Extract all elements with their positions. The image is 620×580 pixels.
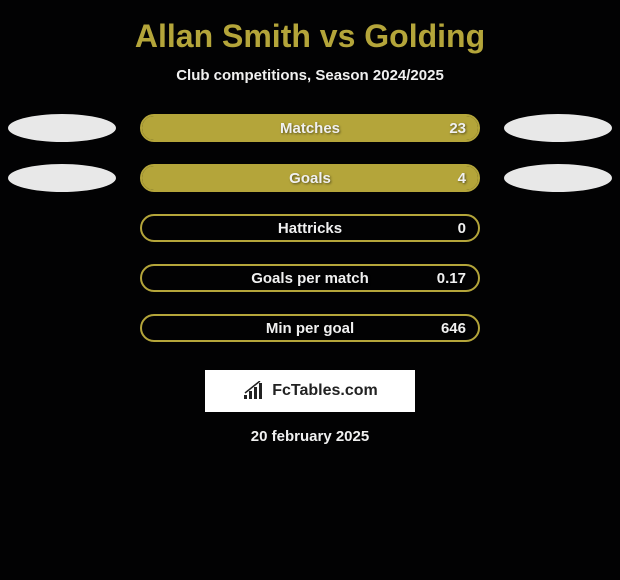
main-container: Allan Smith vs Golding Club competitions… <box>0 0 620 455</box>
date-text: 20 february 2025 <box>251 428 369 445</box>
stat-value-gpm: 0.17 <box>437 270 466 287</box>
bar-track-mpg: Min per goal 646 <box>140 314 480 342</box>
bar-track-gpm: Goals per match 0.17 <box>140 264 480 292</box>
stats-section: Matches 23 Goals 4 Hattricks 0 <box>20 114 600 342</box>
bar-track-goals: Goals 4 <box>140 164 480 192</box>
stat-label-matches: Matches <box>280 120 340 137</box>
oval-left-goals <box>8 164 116 192</box>
oval-left-matches <box>8 114 116 142</box>
stat-value-matches: 23 <box>449 120 466 137</box>
stat-label-goals: Goals <box>289 170 331 187</box>
stat-label-gpm: Goals per match <box>251 270 369 287</box>
stat-row-matches: Matches 23 <box>20 114 600 142</box>
stat-row-mpg: Min per goal 646 <box>20 314 600 342</box>
bar-track-matches: Matches 23 <box>140 114 480 142</box>
logo-box[interactable]: FcTables.com <box>205 370 415 412</box>
stat-label-hattricks: Hattricks <box>278 220 342 237</box>
subtitle: Club competitions, Season 2024/2025 <box>176 67 444 84</box>
oval-right-matches <box>504 114 612 142</box>
stat-row-hattricks: Hattricks 0 <box>20 214 600 242</box>
stat-value-hattricks: 0 <box>458 220 466 237</box>
chart-icon <box>242 381 266 401</box>
stat-label-mpg: Min per goal <box>266 320 354 337</box>
oval-right-goals <box>504 164 612 192</box>
stat-value-mpg: 646 <box>441 320 466 337</box>
stat-value-goals: 4 <box>458 170 466 187</box>
stat-row-gpm: Goals per match 0.17 <box>20 264 600 292</box>
logo-text: FcTables.com <box>272 382 378 400</box>
page-title: Allan Smith vs Golding <box>135 18 485 55</box>
bar-track-hattricks: Hattricks 0 <box>140 214 480 242</box>
stat-row-goals: Goals 4 <box>20 164 600 192</box>
